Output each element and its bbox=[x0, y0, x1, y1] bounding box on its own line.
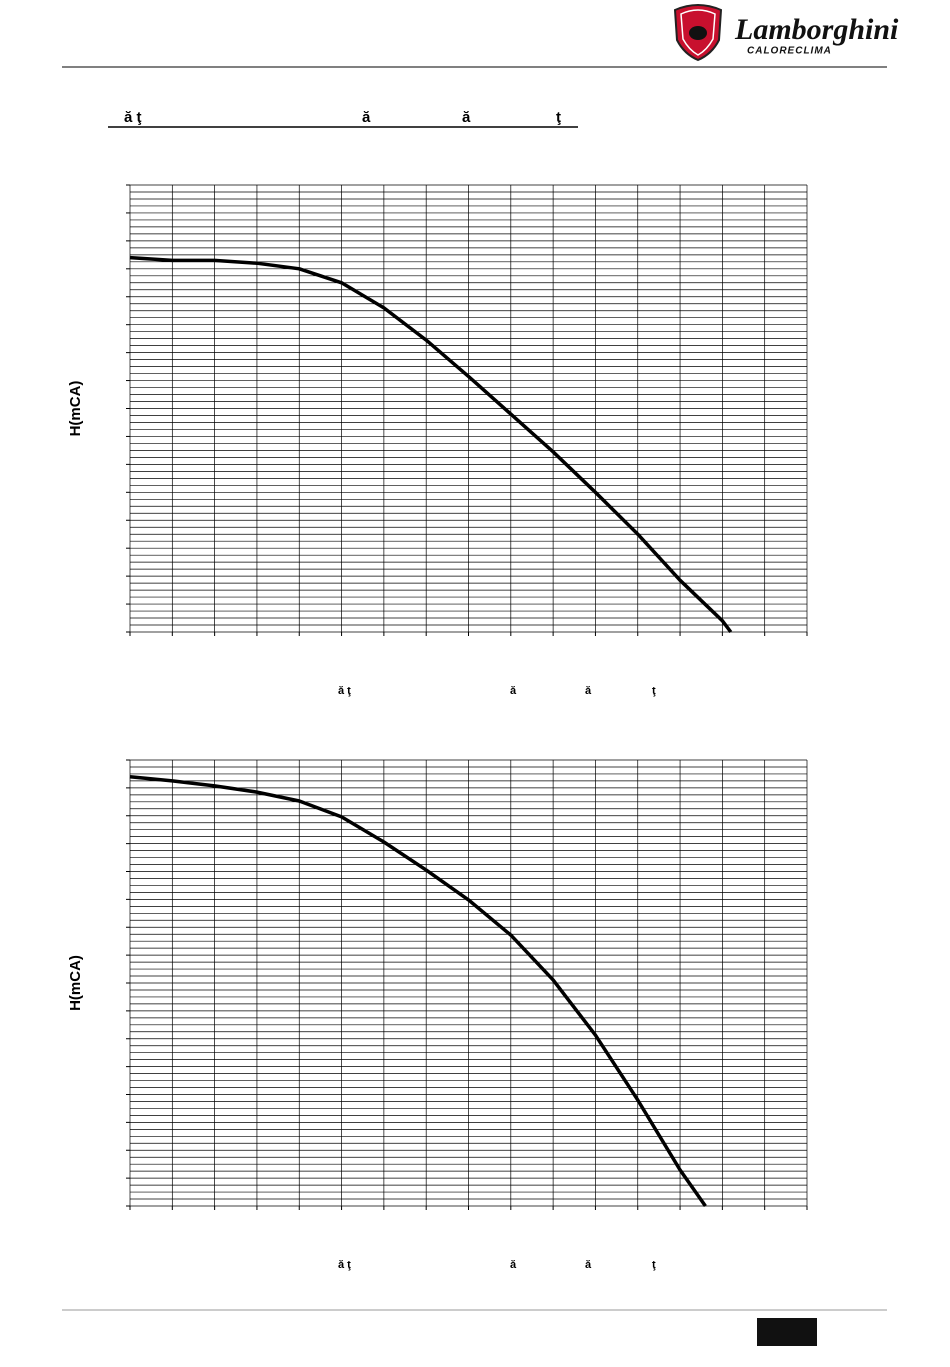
y-axis-label: H(mCA) bbox=[67, 955, 84, 1011]
caption-part: ă bbox=[585, 685, 592, 697]
caption-part: ă bbox=[585, 1259, 592, 1271]
logo-shield-inner bbox=[680, 9, 716, 56]
title-part: ă ţ bbox=[124, 109, 142, 126]
brand: Lamborghini bbox=[734, 13, 899, 46]
curve bbox=[129, 774, 707, 1208]
y-axis-label: H(mCA) bbox=[67, 381, 84, 437]
title: ă ţ ă ă ţ bbox=[124, 109, 561, 126]
brand-sub: CALORECLIMA bbox=[747, 46, 832, 57]
caption-part: ă bbox=[510, 685, 517, 697]
title-part: ă bbox=[362, 109, 371, 126]
title-part: ă bbox=[462, 109, 471, 126]
title-part: ţ bbox=[556, 109, 561, 126]
logo bbox=[673, 4, 723, 62]
caption-part: ă ţ bbox=[338, 1259, 351, 1271]
caption-part: ă bbox=[510, 1259, 517, 1271]
curve bbox=[129, 255, 733, 634]
caption-part: ă ţ bbox=[338, 685, 351, 697]
page-number-box bbox=[757, 1318, 817, 1346]
logo-bull bbox=[689, 26, 707, 40]
caption-part: ţ bbox=[652, 685, 656, 697]
caption-part: ţ bbox=[652, 1259, 656, 1271]
